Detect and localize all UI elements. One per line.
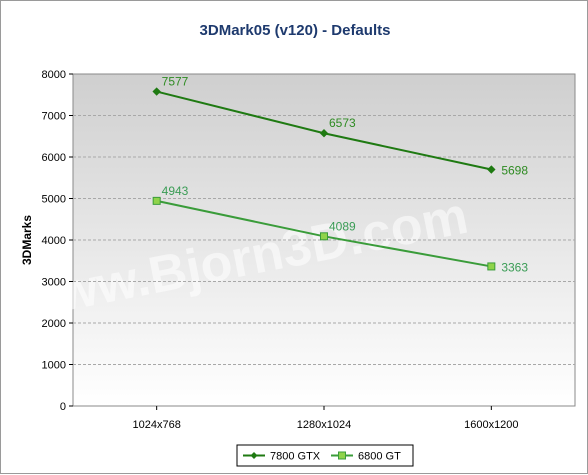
y-tick-label: 5000 <box>42 194 66 206</box>
y-tick-label: 3000 <box>42 277 66 289</box>
data-label: 4943 <box>162 184 189 198</box>
data-point <box>320 232 328 241</box>
y-tick-label: 4000 <box>42 235 66 247</box>
legend-marker <box>250 452 258 459</box>
data-label: 6573 <box>329 116 356 130</box>
data-label: 5698 <box>501 164 528 178</box>
data-label: 4089 <box>329 219 356 233</box>
data-point <box>152 87 161 96</box>
data-point <box>319 129 329 138</box>
series: 7577 6573 5698 4943 4089 3363 <box>152 75 528 274</box>
x-tick-label: 1280x1024 <box>297 419 351 431</box>
legend-label: 7800 GTX <box>270 451 321 463</box>
y-axis: 0 1000 2000 3000 4000 5000 6000 7000 8000 <box>42 69 73 413</box>
data-point <box>487 165 496 174</box>
data-point <box>487 262 496 271</box>
legend-marker <box>338 451 346 460</box>
legend-box <box>236 444 414 467</box>
legend-label: 6800 GT <box>358 451 401 463</box>
y-tick-label: 7000 <box>42 111 66 123</box>
x-tick-label: 1600x1200 <box>464 419 518 431</box>
x-axis: 1024x768 1280x1024 1600x1200 <box>133 406 519 431</box>
y-tick-label: 6000 <box>42 152 66 164</box>
data-label: 7577 <box>162 75 189 89</box>
data-label: 3363 <box>501 260 528 274</box>
x-tick-label: 1024x768 <box>133 419 181 431</box>
legend: 7800 GTX 6800 GT <box>236 444 414 467</box>
y-tick-label: 0 <box>60 401 66 413</box>
y-tick-label: 1000 <box>42 360 66 372</box>
y-tick-label: 2000 <box>42 318 66 330</box>
y-axis-label: 3DMarks <box>20 215 34 265</box>
data-point <box>152 196 161 205</box>
y-tick-label: 8000 <box>42 69 66 81</box>
chart-title: 3DMark05 (v120) - Defaults <box>200 22 391 39</box>
